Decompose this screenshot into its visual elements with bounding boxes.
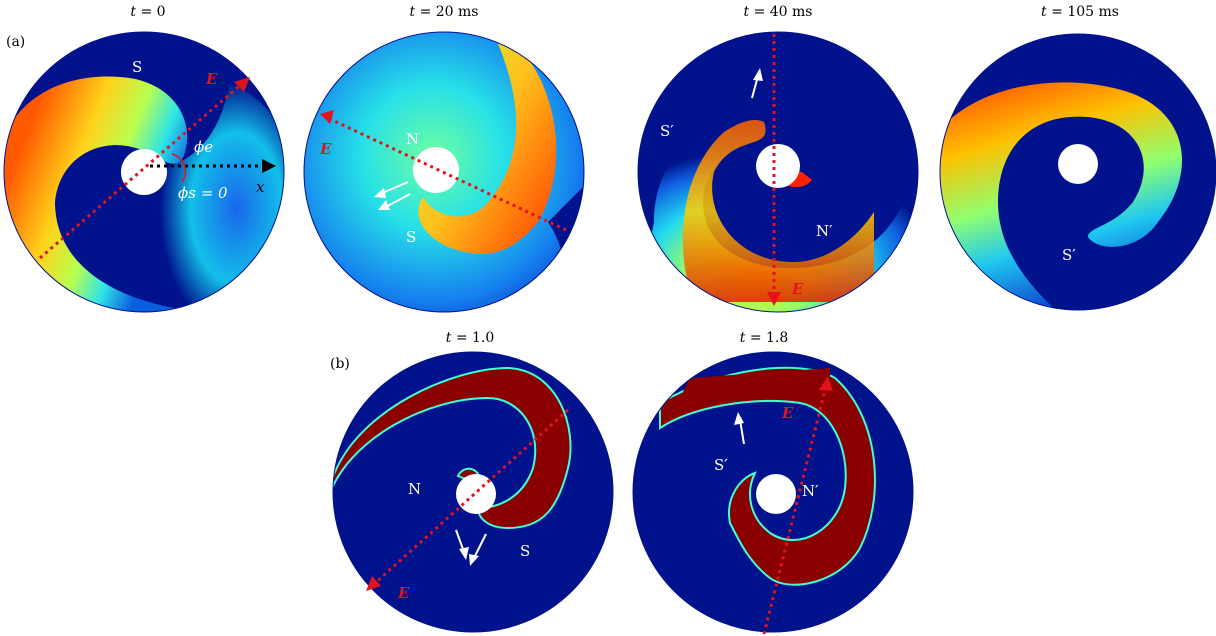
label-S-prime: S′	[660, 122, 674, 140]
propagation-arrow-icon	[374, 188, 386, 198]
label-N-prime: N′	[816, 222, 833, 240]
obstacle-hole	[756, 474, 796, 514]
label-phi-e: ϕe	[194, 138, 213, 156]
field-arrowhead-icon	[320, 110, 334, 124]
panel-b1-title: t = 1.0	[445, 330, 495, 346]
field-arrowhead-icon	[366, 576, 381, 591]
panel-a4-diagram: S′	[939, 33, 1216, 311]
field-direction-arrow	[762, 385, 828, 635]
propagation-arrow-icon	[469, 554, 479, 566]
obstacle-hole	[456, 474, 496, 514]
field-direction-arrow	[327, 116, 567, 232]
label-E: E	[205, 70, 218, 88]
field-arrowhead-icon	[767, 292, 781, 306]
obstacle-hole	[1058, 144, 1098, 184]
obstacle-hole	[413, 147, 459, 193]
label-S-prime: S′	[714, 456, 728, 474]
angle-arc	[171, 153, 187, 183]
propagation-arrow-icon	[753, 68, 763, 81]
field-arrowhead-icon	[234, 77, 250, 92]
propagation-arrow-icon	[459, 547, 469, 560]
label-S: S	[132, 58, 142, 76]
field-direction-arrow	[372, 408, 570, 586]
label-E: E	[397, 584, 410, 602]
label-N: N	[408, 480, 421, 498]
panel-a2-diagram: E N S	[303, 31, 585, 313]
label-N: N	[406, 130, 419, 148]
x-axis-arrowhead-icon	[262, 159, 276, 173]
row-b-label: (b)	[330, 356, 350, 372]
label-phi-s: ϕs = 0	[178, 184, 228, 202]
label-x: x	[256, 178, 265, 196]
label-S-prime: S′	[1062, 246, 1076, 264]
panel-b1-diagram: N S E	[332, 351, 614, 633]
label-E: E	[781, 404, 794, 422]
row-a-label: (a)	[6, 34, 26, 50]
field-arrowhead-icon	[819, 376, 833, 391]
panel-a2-title: t = 20 ms	[409, 4, 479, 20]
obstacle-hole	[756, 144, 800, 188]
panel-a1-diagram: S E ϕe ϕs = 0 x	[3, 31, 285, 313]
field-direction-arrow	[39, 80, 245, 260]
label-S: S	[406, 228, 416, 246]
label-S: S	[520, 542, 530, 560]
panel-b2-diagram: S′ N′ E	[632, 351, 914, 635]
label-N-prime: N′	[802, 482, 819, 500]
propagation-arrow-icon	[378, 200, 390, 210]
panel-a3-diagram: S′ N′ E	[637, 31, 919, 313]
label-E: E	[319, 140, 332, 158]
panel-a1-title: t = 0	[130, 4, 166, 20]
propagation-arrow-icon	[734, 412, 744, 425]
panel-b2-title: t = 1.8	[739, 330, 789, 346]
excitation-field	[4, 32, 284, 312]
label-E: E	[791, 280, 804, 298]
panel-a4-title: t = 105 ms	[1041, 4, 1119, 20]
panel-a3-title: t = 40 ms	[743, 4, 813, 20]
obstacle-hole	[121, 149, 167, 195]
